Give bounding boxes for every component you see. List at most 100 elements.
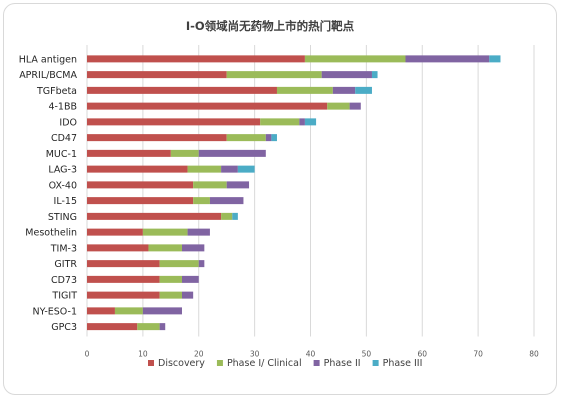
bar-segment <box>87 197 194 205</box>
bar-segment <box>87 134 227 142</box>
legend-swatch <box>372 360 379 366</box>
bar-segment <box>159 275 182 283</box>
category-label: IDO <box>59 117 77 128</box>
legend-label: Phase I/ Clinical <box>227 358 302 369</box>
x-tick-label: 60 <box>417 350 427 359</box>
bar-segment <box>87 149 171 157</box>
x-tick-label: 70 <box>473 350 483 359</box>
bar-segment <box>87 212 222 220</box>
category-label: STING <box>48 212 77 223</box>
bar-segment <box>276 86 333 94</box>
x-tick-label: 20 <box>194 350 204 359</box>
legend-swatch <box>313 360 320 366</box>
bar-segment <box>87 323 138 331</box>
bar-segment <box>349 102 361 110</box>
bar-segment <box>181 291 194 299</box>
x-tick-label: 40 <box>306 350 316 359</box>
bar-segment <box>226 71 322 79</box>
bar-segment <box>142 228 188 236</box>
category-label: Mesothelin <box>25 228 77 239</box>
bar-segment <box>87 244 149 252</box>
category-label: MUC-1 <box>46 149 77 160</box>
bar-segment <box>87 275 160 283</box>
x-tick-label: 0 <box>85 350 90 359</box>
bar-segment <box>187 228 210 236</box>
category-label: GPC3 <box>51 322 77 333</box>
category-label: HLA antigen <box>19 54 77 65</box>
category-label: TIM-3 <box>50 243 77 254</box>
bar-segment <box>221 165 238 173</box>
x-tick-label: 10 <box>138 350 148 359</box>
bar-segment <box>198 260 205 268</box>
bar-segment <box>87 307 115 315</box>
bar-segment <box>265 134 272 142</box>
bar-segment <box>87 55 305 63</box>
bar-segment <box>87 181 194 189</box>
bar-segment <box>142 307 182 315</box>
x-tick-labels: 0 10 20 30 40 50 60 70 80 <box>85 350 539 359</box>
chart-title: I-O领域尚无药物上市的热门靶点 <box>186 19 355 33</box>
legend-label: Discovery <box>158 358 205 369</box>
category-label: TIGIT <box>51 291 77 302</box>
x-tick-label: 50 <box>362 350 372 359</box>
bar-segment <box>87 228 143 236</box>
bar-segment <box>114 307 143 315</box>
category-label: LAG-3 <box>48 165 77 176</box>
x-tick-label: 80 <box>529 350 539 359</box>
bar-segment <box>355 86 372 94</box>
bar-segment <box>237 165 255 173</box>
bar-segment <box>321 71 372 79</box>
bar-segment <box>232 212 238 220</box>
legend-label: Phase II <box>324 358 361 369</box>
bar-segment <box>489 55 501 63</box>
category-label: TGFbeta <box>36 86 77 97</box>
bar-segment <box>87 165 188 173</box>
bar-segment <box>87 86 277 94</box>
bar-segment <box>159 260 199 268</box>
bar-segment <box>304 55 406 63</box>
bar-segment <box>148 244 182 252</box>
category-label: APRIL/BCMA <box>19 70 77 81</box>
bar-segment <box>332 86 356 94</box>
legend-label: Phase III <box>383 358 423 369</box>
bar-segment <box>181 244 205 252</box>
bar-segment <box>193 197 210 205</box>
bar-segment <box>187 165 222 173</box>
bar-segment <box>304 118 317 126</box>
bar-segment <box>87 260 160 268</box>
bar-segment <box>209 197 244 205</box>
bar-segment <box>198 149 266 157</box>
legend-swatch <box>216 360 223 366</box>
bar-segment <box>87 291 160 299</box>
bars <box>87 55 501 331</box>
category-label: CD73 <box>51 275 77 286</box>
bar-segment <box>159 323 166 331</box>
bar-segment <box>226 134 266 142</box>
bar-segment <box>260 118 300 126</box>
bar-segment <box>221 212 233 220</box>
category-label: NY-ESO-1 <box>33 306 77 317</box>
x-tick-label: 30 <box>250 350 260 359</box>
bar-segment <box>226 181 250 189</box>
category-label: CD47 <box>51 133 77 144</box>
bar-segment <box>170 149 199 157</box>
bar-segment <box>87 102 328 110</box>
bar-segment <box>87 118 261 126</box>
bar-segment <box>193 181 227 189</box>
bar-segment <box>159 291 182 299</box>
bar-segment <box>299 118 305 126</box>
category-label: GITR <box>54 259 77 270</box>
category-label: OX-40 <box>49 180 77 191</box>
category-labels: HLA antigen APRIL/BCMA TGFbeta 4-1BB IDO CD47… <box>19 54 78 333</box>
category-label: 4-1BB <box>48 102 77 113</box>
bar-segment <box>371 71 378 79</box>
bar-segment <box>327 102 350 110</box>
bar-segment <box>137 323 160 331</box>
legend: Discovery Phase I/ Clinical Phase II Phase … <box>148 358 422 369</box>
bar-segment <box>271 134 277 142</box>
category-label: IL-15 <box>54 196 77 207</box>
bar-segment <box>181 275 199 283</box>
bar-segment <box>87 71 227 79</box>
bar-segment <box>405 55 490 63</box>
